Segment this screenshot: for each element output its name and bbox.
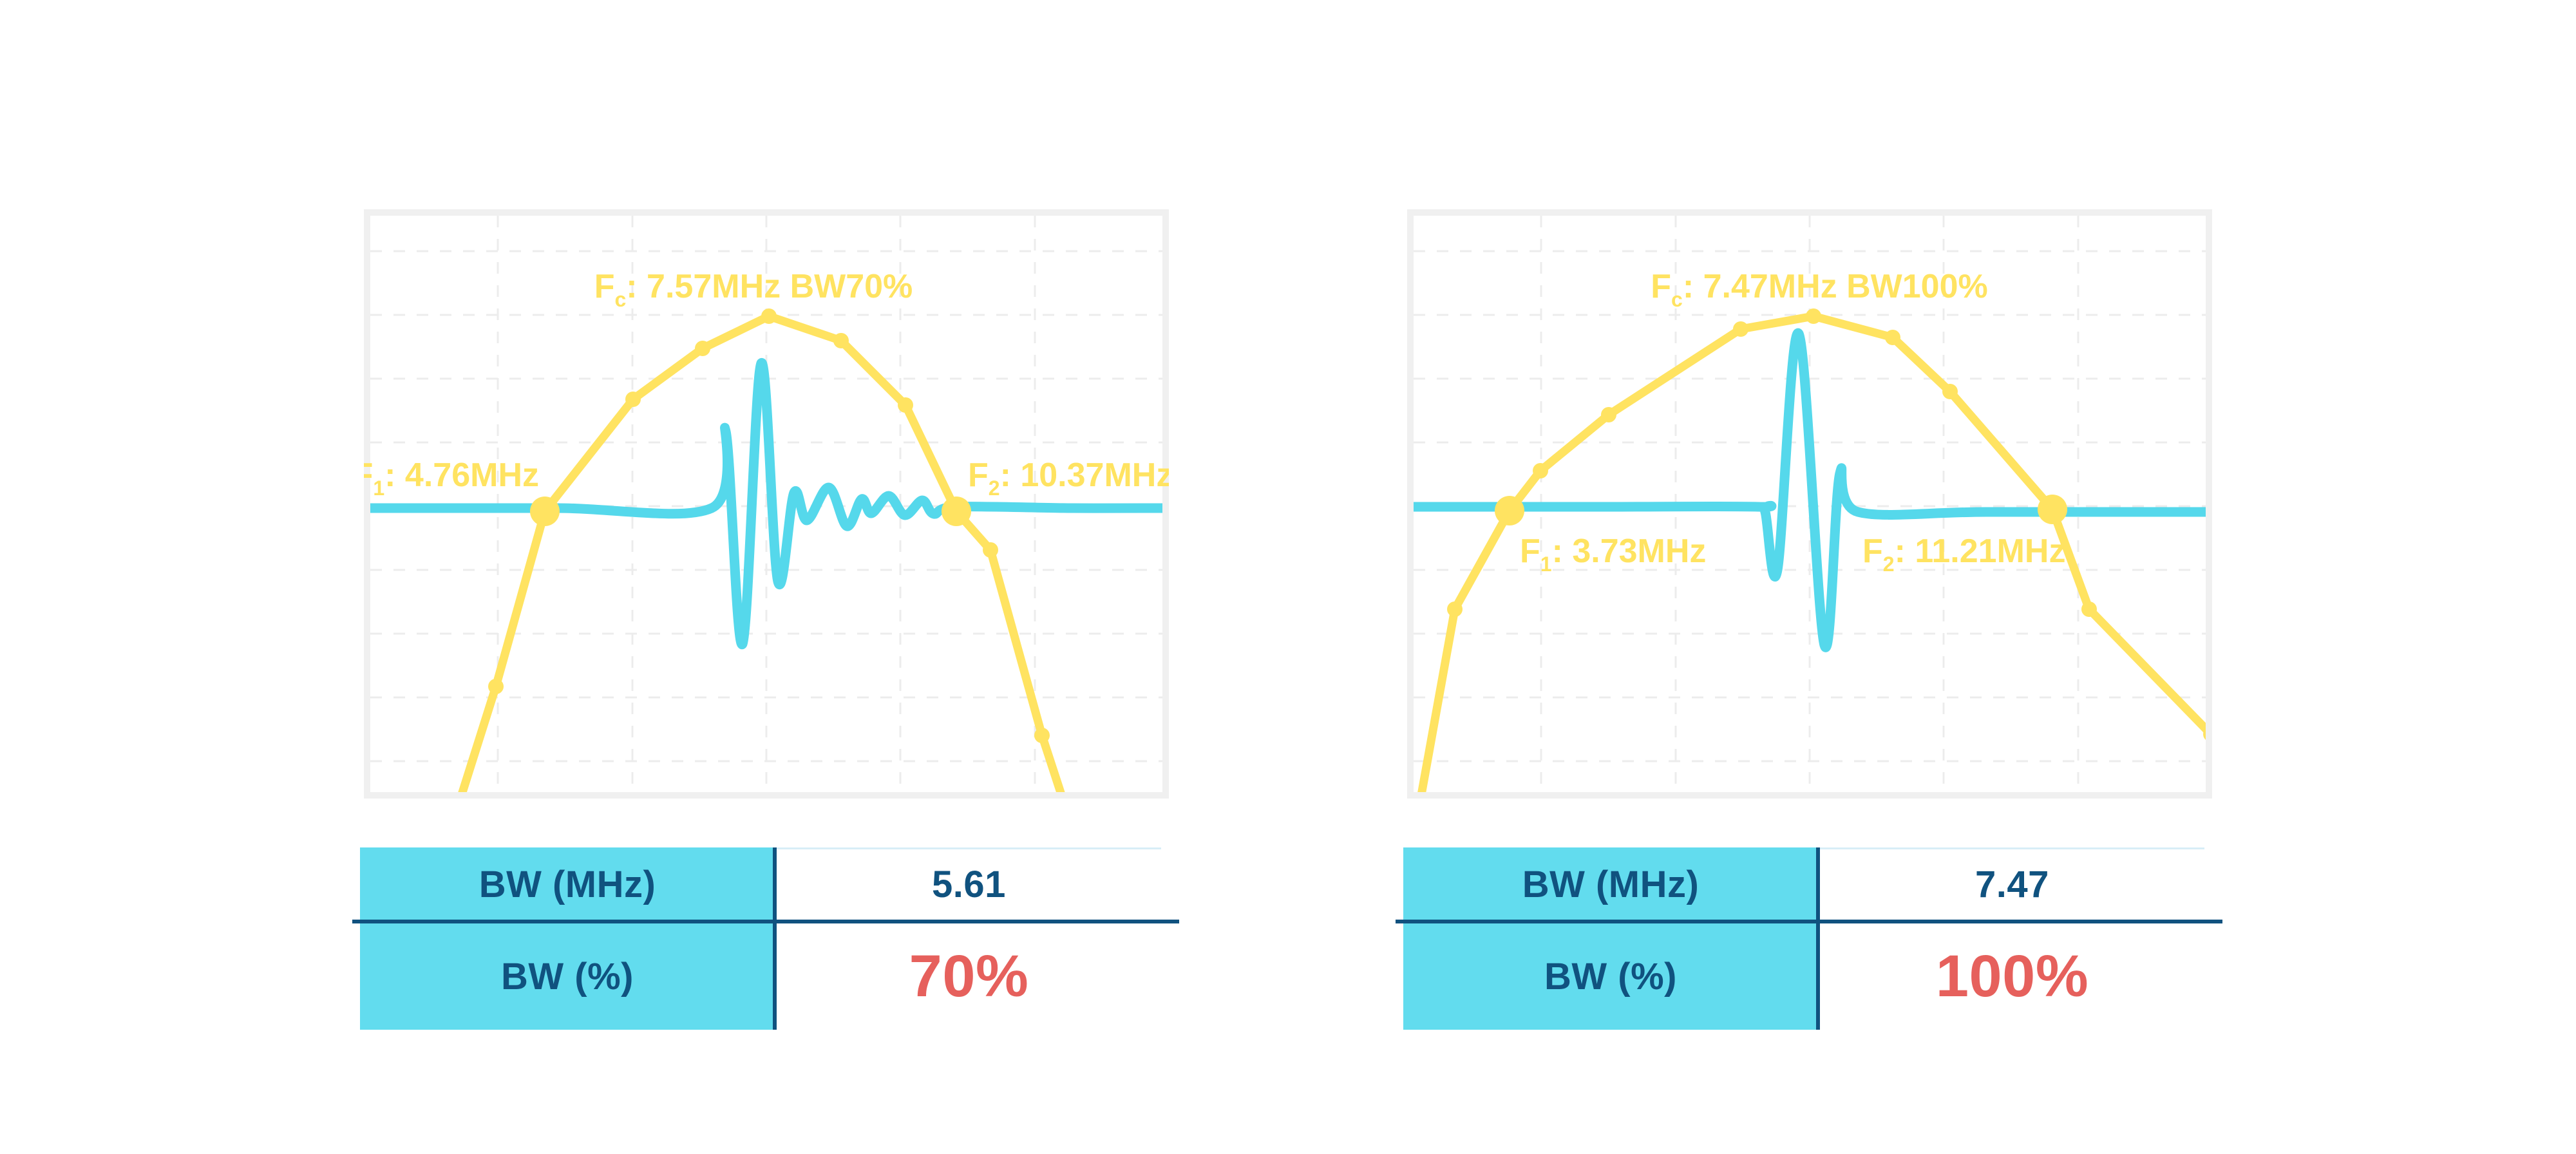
spectrum-curve [456, 312, 1067, 799]
f2-annotation: F2: 10.37MHz [968, 457, 1169, 500]
f2-annotation: F2: 11.21MHz [1862, 533, 2065, 576]
f1-annotation: F1: 3.73MHz [1520, 533, 1706, 576]
bw-mhz-label: BW (MHz) [1522, 864, 1700, 905]
spectrum-marker-dot [1942, 384, 1958, 399]
chart-panel-right: Fc: 7.47MHz BW100% F1: 3.73MHz F2: 11.21MH… [1407, 209, 2212, 799]
spectrum-marker-dot [488, 679, 504, 694]
f1-crossing-dot [530, 497, 560, 526]
spectrum-marker-dot [1806, 308, 1821, 324]
spectrum-marker-dot [1034, 728, 1050, 743]
spectrum-marker-dot [761, 308, 777, 324]
fc-annotation: Fc: 7.47MHz BW100% [1651, 268, 1987, 311]
bw-pct-value: 70% [909, 943, 1029, 1009]
f2-crossing-dot [2038, 495, 2067, 524]
f1-crossing-dot [1495, 496, 1524, 525]
spectrum-marker-dot [1533, 463, 1548, 478]
spectrum-marker-dot [1601, 407, 1616, 422]
spectrum-marker-dot [1447, 601, 1463, 617]
header-column-background [360, 847, 775, 1030]
bw-table-right: BW (MHz) BW (%) 7.47 100% [1396, 847, 2222, 1030]
bw-pct-label: BW (%) [1544, 956, 1677, 998]
value-column-top-border [777, 847, 1161, 849]
spectrum-marker-dot [983, 542, 998, 558]
waveform-curve [365, 358, 1168, 649]
column-divider-line [773, 847, 777, 1030]
bw-mhz-value: 7.47 [1975, 864, 2049, 905]
chart-frame [364, 209, 1169, 799]
spectrum-marker-dot [2081, 601, 2097, 617]
chart-frame [1407, 209, 2212, 799]
row-divider-line [352, 920, 1179, 923]
row-divider-line [1396, 920, 2222, 923]
value-column-top-border [1820, 847, 2204, 849]
chart-panel-left: Fc: 7.57MHz BW70% F1: 4.76MHz F2: 10.37MHz [364, 209, 1169, 799]
spectrum-marker-dot [898, 397, 913, 413]
spectrum-marker-dot [695, 341, 710, 356]
fc-annotation: Fc: 7.57MHz BW70% [594, 268, 913, 311]
bw-pct-label: BW (%) [501, 956, 634, 998]
bw-mhz-label: BW (MHz) [478, 864, 656, 905]
spectrum-chart-left: Fc: 7.57MHz BW70% F1: 4.76MHz F2: 10.37MHz [364, 209, 1169, 799]
spectrum-marker-dot [1733, 321, 1748, 337]
spectrum-marker-dot [833, 333, 849, 348]
header-column-background [1403, 847, 1818, 1030]
spectrum-marker-dot [1885, 330, 1900, 345]
f2-crossing-dot [942, 497, 971, 526]
column-divider-line [1816, 847, 1820, 1030]
waveform-curve [1408, 328, 2211, 652]
spectrum-chart-right: Fc: 7.47MHz BW100% F1: 3.73MHz F2: 11.21MH… [1407, 209, 2212, 799]
f1-annotation: F1: 4.76MHz [364, 457, 539, 500]
bw-table-left: BW (MHz) BW (%) 5.61 70% [352, 847, 1179, 1030]
spectrum-marker-dot [625, 392, 641, 407]
bw-pct-value: 100% [1935, 943, 2089, 1009]
bw-mhz-value: 5.61 [932, 864, 1006, 905]
spectrum-curve [1416, 312, 2212, 799]
